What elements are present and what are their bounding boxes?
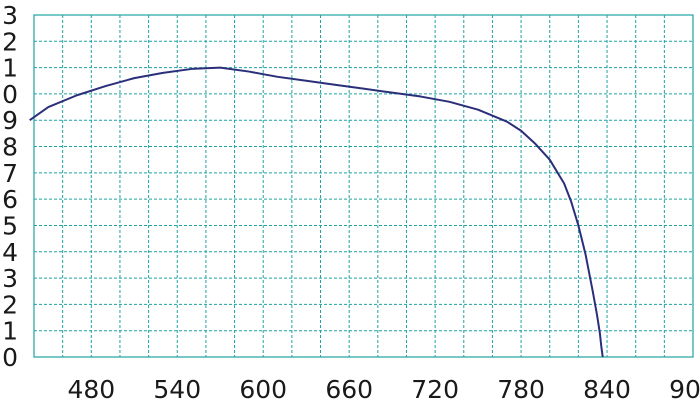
y-tick-label: 1 (2, 317, 18, 346)
x-axis-tick-labels: 480 540 600 660 720 780 840 900 (67, 375, 700, 403)
y-tick-label: 11 (0, 54, 18, 83)
y-tick-label: 12 (0, 27, 18, 56)
y-tick-label: 9 (2, 106, 18, 135)
x-tick-label: 480 (67, 375, 115, 403)
y-tick-label: 10 (0, 80, 18, 109)
y-tick-label: 13 (0, 1, 18, 30)
series-line (29, 66, 604, 358)
plot-frame (33, 14, 694, 358)
series-layer (29, 66, 604, 358)
x-tick-label: 900 (669, 375, 700, 403)
y-axis-tick-labels: 012345678910111213 (0, 1, 18, 372)
y-tick-label: 2 (2, 290, 18, 319)
plot-border (33, 14, 694, 358)
x-tick-label: 660 (325, 375, 373, 403)
grid-lines (34, 15, 693, 357)
x-tick-label: 540 (153, 375, 201, 403)
x-tick-label: 840 (583, 375, 631, 403)
x-tick-label: 600 (239, 375, 287, 403)
x-tick-label: 780 (497, 375, 545, 403)
y-tick-label: 0 (2, 343, 18, 372)
x-tick-label: 720 (411, 375, 459, 403)
y-tick-label: 8 (2, 133, 18, 162)
y-tick-label: 4 (2, 238, 18, 267)
y-tick-label: 7 (2, 159, 18, 188)
y-tick-label: 3 (2, 264, 18, 293)
plot-area (34, 15, 693, 357)
y-tick-label: 6 (2, 185, 18, 214)
y-tick-label: 5 (2, 211, 18, 240)
